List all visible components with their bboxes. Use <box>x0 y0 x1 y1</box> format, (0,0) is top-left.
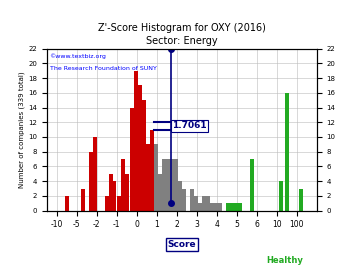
Bar <box>178 181 181 211</box>
Text: ©www.textbiz.org: ©www.textbiz.org <box>50 53 106 59</box>
Bar <box>81 188 85 211</box>
Bar <box>190 188 194 211</box>
Bar <box>202 196 206 211</box>
Bar <box>210 203 213 211</box>
Bar <box>206 196 210 211</box>
Bar <box>117 196 121 211</box>
Bar <box>138 85 141 211</box>
Bar <box>154 144 158 211</box>
Bar <box>162 159 166 211</box>
Bar <box>218 203 222 211</box>
Bar <box>166 159 170 211</box>
Bar <box>93 137 96 211</box>
Y-axis label: Number of companies (339 total): Number of companies (339 total) <box>19 71 25 188</box>
Bar <box>279 181 283 211</box>
Bar <box>121 159 125 211</box>
Bar <box>250 159 253 211</box>
Bar <box>134 71 138 211</box>
Bar <box>65 196 69 211</box>
Bar <box>174 159 177 211</box>
Bar <box>170 159 174 211</box>
Bar <box>285 93 289 211</box>
Bar <box>226 203 230 211</box>
Bar <box>238 203 242 211</box>
Bar <box>198 203 202 211</box>
Text: Score: Score <box>167 240 196 249</box>
Bar <box>150 130 154 211</box>
Bar <box>234 203 238 211</box>
Bar <box>158 174 162 211</box>
Bar <box>182 188 186 211</box>
Bar <box>299 188 303 211</box>
Bar <box>146 144 150 211</box>
Bar <box>105 196 109 211</box>
Bar <box>89 152 93 211</box>
Bar <box>230 203 234 211</box>
Bar <box>109 174 113 211</box>
Text: Healthy: Healthy <box>266 256 303 265</box>
Bar <box>214 203 217 211</box>
Bar <box>112 181 116 211</box>
Bar <box>142 100 145 211</box>
Text: 1.7061: 1.7061 <box>172 122 207 130</box>
Bar <box>130 107 134 211</box>
Bar <box>125 174 129 211</box>
Bar <box>194 196 198 211</box>
Text: The Research Foundation of SUNY: The Research Foundation of SUNY <box>50 66 156 72</box>
Title: Z'-Score Histogram for OXY (2016)
Sector: Energy: Z'-Score Histogram for OXY (2016) Sector… <box>98 23 266 46</box>
